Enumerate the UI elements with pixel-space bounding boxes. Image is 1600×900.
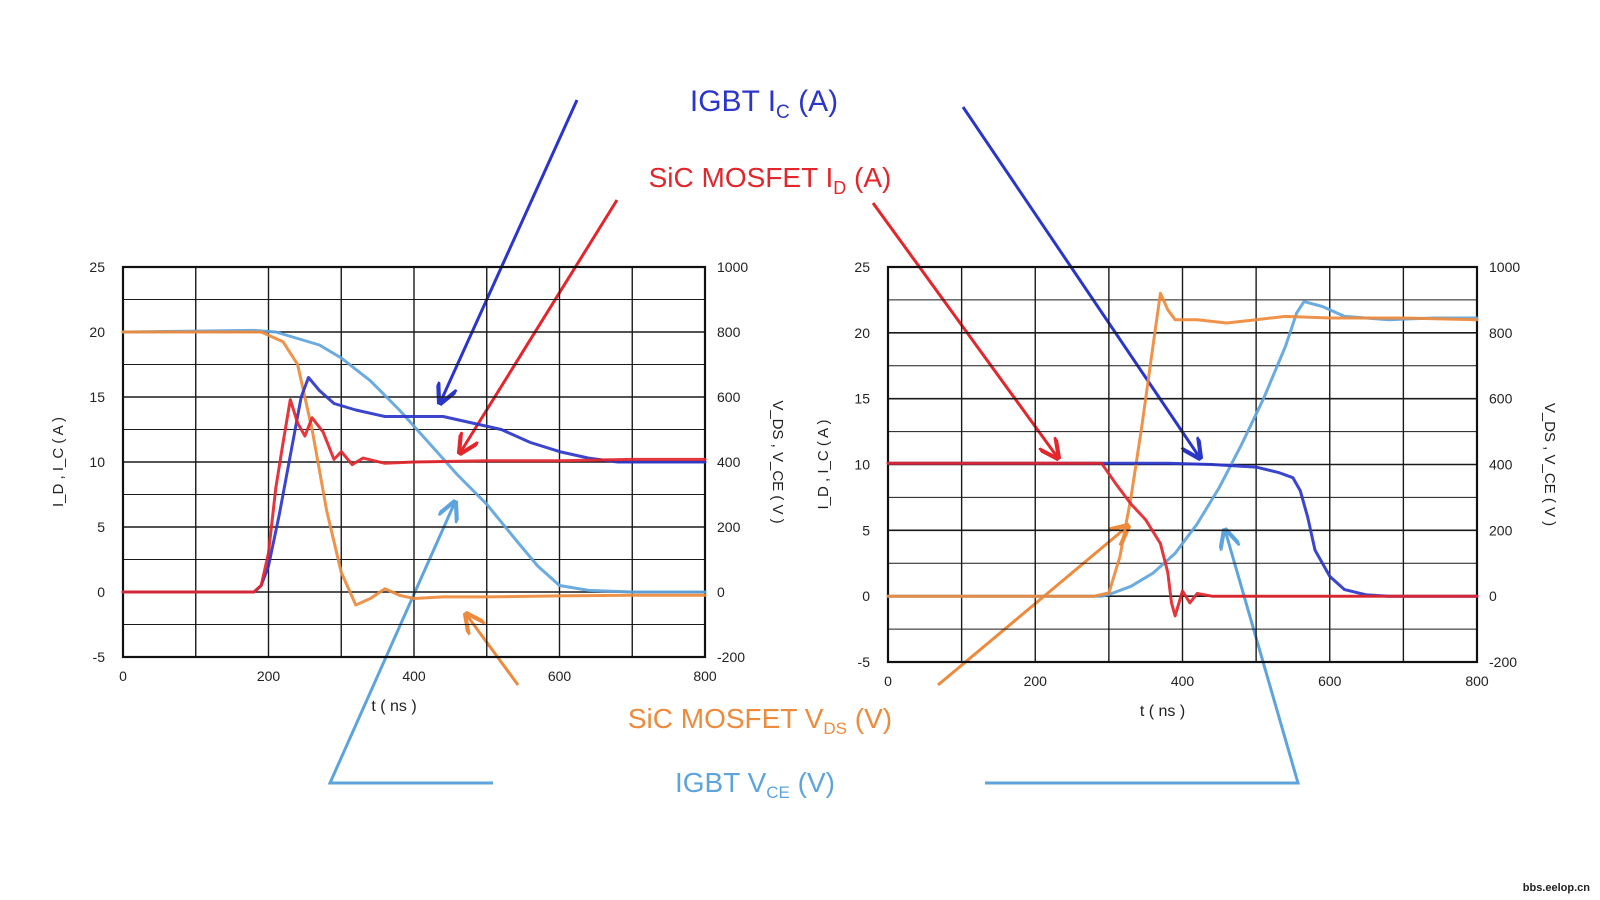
y-left-tick-label: 25 bbox=[854, 259, 870, 275]
series-line-sic-mosfet-i-d-a bbox=[121, 398, 707, 594]
series-line-sic-mosfet-v-ds-v bbox=[886, 291, 1479, 598]
x-tick-label: 0 bbox=[119, 668, 127, 684]
y-right-tick-label: 400 bbox=[1489, 457, 1513, 473]
y-left-tick-label: -5 bbox=[858, 654, 871, 670]
y-left-tick-label: 20 bbox=[89, 324, 105, 340]
arrow-sic-id-left bbox=[460, 199, 619, 453]
y-left-tick-label: 25 bbox=[89, 259, 105, 275]
label-sic-id: SiC MOSFET ID (A) bbox=[649, 162, 892, 198]
y-left-tick-label: -5 bbox=[93, 649, 106, 665]
label-sic-vds: SiC MOSFET VDS (V) bbox=[628, 703, 892, 738]
arrow-sic-vds-right bbox=[937, 526, 1128, 687]
y-left-tick-label: 0 bbox=[862, 588, 870, 604]
callout-arrows bbox=[327, 99, 1300, 785]
y-left-tick-label: 10 bbox=[854, 457, 870, 473]
x-tick-label: 0 bbox=[884, 673, 892, 689]
arrow-igbt-ic-right bbox=[961, 106, 1200, 458]
y-right-tick-label: 200 bbox=[717, 519, 741, 535]
y-right-axis-label: V_DS , V_CE ( V ) bbox=[769, 400, 786, 523]
y-right-tick-label: 400 bbox=[717, 454, 741, 470]
y-left-tick-label: 15 bbox=[854, 391, 870, 407]
y-right-tick-label: -200 bbox=[717, 649, 745, 665]
y-right-tick-label: 1000 bbox=[717, 259, 748, 275]
arrow-igbt-vce-left bbox=[327, 502, 493, 785]
series-line-sic-mosfet-i-d-a bbox=[886, 461, 1479, 618]
arrow-sic-id-right bbox=[871, 202, 1058, 458]
y-left-tick-label: 5 bbox=[862, 522, 870, 538]
x-tick-label: 600 bbox=[1318, 673, 1342, 689]
y-right-tick-label: 200 bbox=[1489, 522, 1513, 538]
y-right-tick-label: 600 bbox=[717, 389, 741, 405]
y-right-tick-label: 800 bbox=[1489, 325, 1513, 341]
x-axis-label: t ( ns ) bbox=[1140, 703, 1185, 720]
y-left-tick-label: 0 bbox=[97, 584, 105, 600]
y-right-tick-label: 0 bbox=[1489, 588, 1497, 604]
chart-panel-turn-off: 0 200 400 600 800 -5 0 5 10 15 20 25 -200 0 200 400 600 8… bbox=[50, 259, 786, 715]
series-line-sic-mosfet-v-ds-v bbox=[121, 330, 707, 607]
x-axis-label: t ( ns ) bbox=[371, 698, 416, 715]
y-right-tick-label: 0 bbox=[717, 584, 725, 600]
x-tick-label: 800 bbox=[693, 668, 717, 684]
y-right-tick-label: 800 bbox=[717, 324, 741, 340]
y-left-axis-label: I_D , I_C ( A ) bbox=[815, 419, 832, 509]
arrow-sic-vds-left bbox=[466, 614, 520, 686]
x-tick-label: 400 bbox=[1171, 673, 1195, 689]
watermark: bbs.eelop.cn bbox=[1522, 882, 1590, 894]
chart-panel-turn-on: 0 200 400 600 800 -5 0 5 10 15 20 25 -200 0 200 400 600 8… bbox=[815, 259, 1558, 720]
y-right-tick-label: 600 bbox=[1489, 391, 1513, 407]
x-tick-label: 400 bbox=[402, 668, 426, 684]
arrow-igbt-vce-right bbox=[985, 530, 1300, 785]
x-tick-label: 800 bbox=[1465, 673, 1489, 689]
arrow-igbt-ic-left bbox=[440, 99, 579, 403]
y-right-axis-label: V_DS , V_CE ( V ) bbox=[1541, 403, 1558, 526]
y-right-tick-label: -200 bbox=[1489, 654, 1517, 670]
series-line-igbt-i-c-a bbox=[121, 376, 707, 594]
y-left-tick-label: 15 bbox=[89, 389, 105, 405]
x-tick-label: 200 bbox=[1024, 673, 1048, 689]
y-left-tick-label: 10 bbox=[89, 454, 105, 470]
label-igbt-vce: IGBT VCE (V) bbox=[675, 767, 835, 802]
y-left-axis-label: I_D , I_C ( A ) bbox=[50, 417, 67, 507]
y-left-tick-label: 5 bbox=[97, 519, 105, 535]
x-tick-label: 200 bbox=[257, 668, 281, 684]
x-tick-label: 600 bbox=[548, 668, 572, 684]
y-right-tick-label: 1000 bbox=[1489, 259, 1520, 275]
label-igbt-ic: IGBT IC (A) bbox=[690, 85, 838, 123]
series-line-igbt-v-ce-v bbox=[121, 328, 707, 594]
y-left-tick-label: 20 bbox=[854, 325, 870, 341]
